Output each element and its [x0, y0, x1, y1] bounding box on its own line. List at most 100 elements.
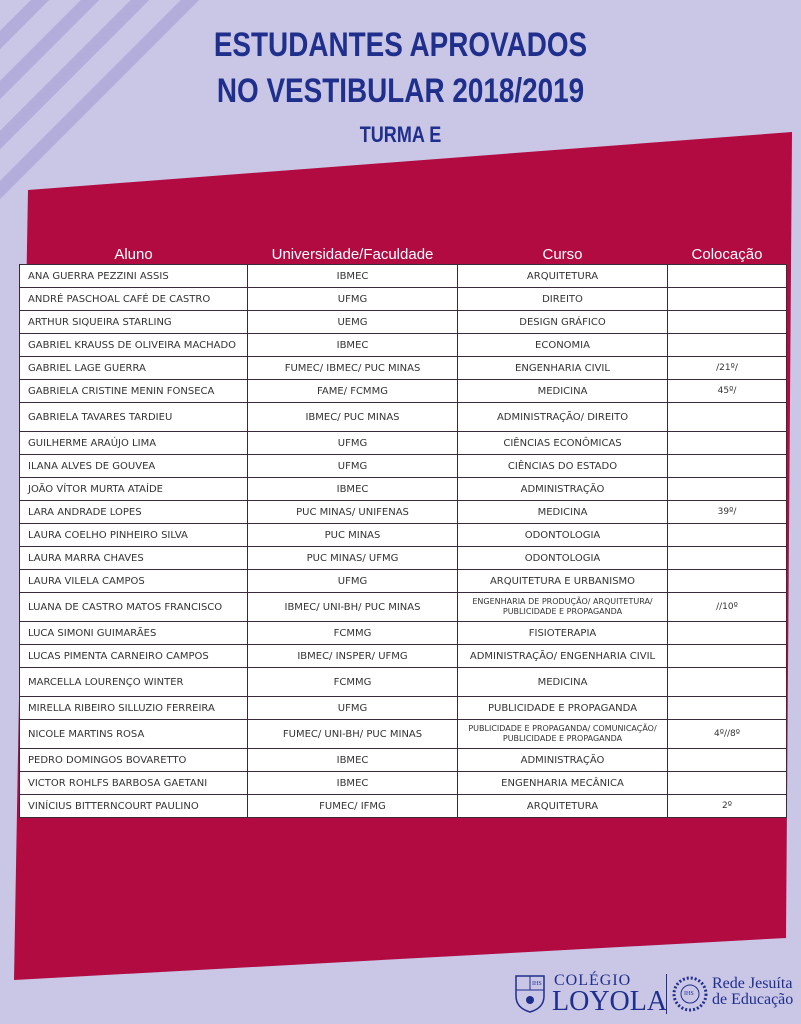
- university-cell: IBMEC: [247, 333, 458, 357]
- course-cell: ARQUITETURA: [457, 264, 668, 288]
- student-name-cell: GABRIELA TAVARES TARDIEU: [19, 402, 248, 432]
- course-cell: ODONTOLOGIA: [457, 546, 668, 570]
- table-row: LAURA VILELA CAMPOS UFMG ARQUITETURA E URB…: [19, 569, 787, 593]
- placement-cell: [667, 287, 787, 311]
- placement-cell: [667, 477, 787, 501]
- decorative-stripes: [0, 0, 200, 200]
- placement-cell: [667, 333, 787, 357]
- page-title-line1: ESTUDANTES APROVADOS: [213, 26, 588, 64]
- student-name-cell: LAURA COELHO PINHEIRO SILVA: [19, 523, 248, 547]
- university-cell: UFMG: [247, 569, 458, 593]
- university-cell: FUMEC/ IBMEC/ PUC MINAS: [247, 356, 458, 380]
- logo-colegio-text: COLÉGIO: [554, 972, 632, 989]
- placement-cell: [667, 546, 787, 570]
- course-cell: ADMINISTRAÇÃO: [457, 477, 668, 501]
- table-row: JOÃO VÍTOR MURTA ATAÍDE IBMEC ADMINISTRAÇÃ…: [19, 477, 787, 501]
- course-cell: DIREITO: [457, 287, 668, 311]
- course-cell: DESIGN GRÁFICO: [457, 310, 668, 334]
- student-name-cell: ANA GUERRA PEZZINI ASSIS: [19, 264, 248, 288]
- table-row: LARA ANDRADE LOPES PUC MINAS/ UNIFENAS MED…: [19, 500, 787, 524]
- table-row: PEDRO DOMINGOS BOVARETTO IBMEC ADMINISTRAÇ…: [19, 748, 787, 772]
- university-cell: IBMEC/ PUC MINAS: [247, 402, 458, 432]
- table-row: LUCAS PIMENTA CARNEIRO CAMPOS IBMEC/ INSP…: [19, 644, 787, 668]
- placement-cell: [667, 569, 787, 593]
- table-row: MARCELLA LOURENÇO WINTER FCMMG MEDICINA: [19, 667, 787, 697]
- placement-cell: 45º/: [667, 379, 787, 403]
- logo-rede-jesuita-text: Rede Jesuíta: [712, 975, 793, 992]
- table-header: Aluno Universidade/Faculdade Curso Coloc…: [20, 244, 787, 265]
- sun-emblem-icon: [672, 976, 708, 1012]
- course-cell: ODONTOLOGIA: [457, 523, 668, 547]
- university-cell: IBMEC/ UNI-BH/ PUC MINAS: [247, 592, 458, 622]
- placement-cell: [667, 264, 787, 288]
- placement-cell: 4º//8º: [667, 719, 787, 749]
- placement-cell: [667, 431, 787, 455]
- table-row: ANA GUERRA PEZZINI ASSIS IBMEC ARQUITETURA: [19, 264, 787, 288]
- university-cell: FUMEC/ IFMG: [247, 794, 458, 818]
- placement-cell: /21º/: [667, 356, 787, 380]
- student-name-cell: MARCELLA LOURENÇO WINTER: [19, 667, 248, 697]
- logo-loyola-text: LOYOLA: [552, 986, 668, 1017]
- page-title-line2: NO VESTIBULAR 2018/2019: [216, 72, 585, 110]
- course-cell: ENGENHARIA DE PRODUÇÃO/ ARQUITETURA/ PUB…: [457, 592, 668, 622]
- course-cell: ECONOMIA: [457, 333, 668, 357]
- university-cell: IBMEC: [247, 477, 458, 501]
- student-name-cell: ILANA ALVES DE GOUVEA: [19, 454, 248, 478]
- student-name-cell: LUANA DE CASTRO MATOS FRANCISCO: [19, 592, 248, 622]
- university-cell: PUC MINAS: [247, 523, 458, 547]
- student-name-cell: GUILHERME ARAÚJO LIMA: [19, 431, 248, 455]
- university-cell: FUMEC/ UNI-BH/ PUC MINAS: [247, 719, 458, 749]
- placement-cell: //10º: [667, 592, 787, 622]
- table-row: ILANA ALVES DE GOUVEA UFMG CIÊNCIAS DO EST…: [19, 454, 787, 478]
- student-name-cell: LUCAS PIMENTA CARNEIRO CAMPOS: [19, 644, 248, 668]
- student-name-cell: ANDRÉ PASCHOAL CAFÉ DE CASTRO: [19, 287, 248, 311]
- course-cell: ENGENHARIA MECÂNICA: [457, 771, 668, 795]
- course-cell: CIÊNCIAS DO ESTADO: [457, 454, 668, 478]
- course-cell: ARQUITETURA E URBANISMO: [457, 569, 668, 593]
- table-row: LUCA SIMONI GUIMARÃES FCMMG FISIOTERAPIA: [19, 621, 787, 645]
- table-row: GABRIELA TAVARES TARDIEU IBMEC/ PUC MINAS…: [19, 402, 787, 432]
- course-cell: PUBLICIDADE E PROPAGANDA: [457, 696, 668, 720]
- student-name-cell: MIRELLA RIBEIRO SILLUZIO FERREIRA: [19, 696, 248, 720]
- university-cell: FAME/ FCMMG: [247, 379, 458, 403]
- course-cell: ADMINISTRAÇÃO/ DIREITO: [457, 402, 668, 432]
- student-name-cell: GABRIELA CRISTINE MENIN FONSECA: [19, 379, 248, 403]
- university-cell: IBMEC/ INSPER/ UFMG: [247, 644, 458, 668]
- table-row: ARTHUR SIQUEIRA STARLING UEMG DESIGN GRÁFI…: [19, 310, 787, 334]
- table-row: GABRIELA CRISTINE MENIN FONSECA FAME/ FCM…: [19, 379, 787, 403]
- class-label: TURMA E: [359, 122, 442, 147]
- placement-cell: [667, 523, 787, 547]
- placement-cell: [667, 667, 787, 697]
- placement-cell: [667, 696, 787, 720]
- crest-monogram-text: IHS: [532, 981, 542, 987]
- table-row: ANDRÉ PASCHOAL CAFÉ DE CASTRO UFMG DIREITO: [19, 287, 787, 311]
- table-row: VINÍCIUS BITTERNCOURT PAULINO FUMEC/ IFMG…: [19, 794, 787, 818]
- approved-students-table: Aluno Universidade/Faculdade Curso Coloc…: [19, 244, 787, 818]
- placement-cell: [667, 771, 787, 795]
- placement-cell: [667, 454, 787, 478]
- university-cell: IBMEC: [247, 771, 458, 795]
- student-name-cell: LAURA MARRA CHAVES: [19, 546, 248, 570]
- student-name-cell: VINÍCIUS BITTERNCOURT PAULINO: [19, 794, 248, 818]
- header-aluno: Aluno: [114, 245, 153, 263]
- course-cell: FISIOTERAPIA: [457, 621, 668, 645]
- placement-cell: 2º: [667, 794, 787, 818]
- student-name-cell: GABRIEL LAGE GUERRA: [19, 356, 248, 380]
- student-name-cell: LARA ANDRADE LOPES: [19, 500, 248, 524]
- placement-cell: [667, 621, 787, 645]
- student-name-cell: NICOLE MARTINS ROSA: [19, 719, 248, 749]
- crest-icon: [515, 975, 545, 1013]
- logo-divider: [666, 974, 667, 1014]
- course-cell: CIÊNCIAS ECONÔMICAS: [457, 431, 668, 455]
- course-cell: ADMINISTRAÇÃO/ ENGENHARIA CIVIL: [457, 644, 668, 668]
- table-row: LUANA DE CASTRO MATOS FRANCISCO IBMEC/ UN…: [19, 592, 787, 622]
- placement-cell: [667, 402, 787, 432]
- course-cell: MEDICINA: [457, 500, 668, 524]
- table-row: LAURA COELHO PINHEIRO SILVA PUC MINAS ODON…: [19, 523, 787, 547]
- student-name-cell: GABRIEL KRAUSS DE OLIVEIRA MACHADO: [19, 333, 248, 357]
- placement-cell: 39º/: [667, 500, 787, 524]
- university-cell: UFMG: [247, 287, 458, 311]
- university-cell: UEMG: [247, 310, 458, 334]
- student-name-cell: LUCA SIMONI GUIMARÃES: [19, 621, 248, 645]
- university-cell: FCMMG: [247, 621, 458, 645]
